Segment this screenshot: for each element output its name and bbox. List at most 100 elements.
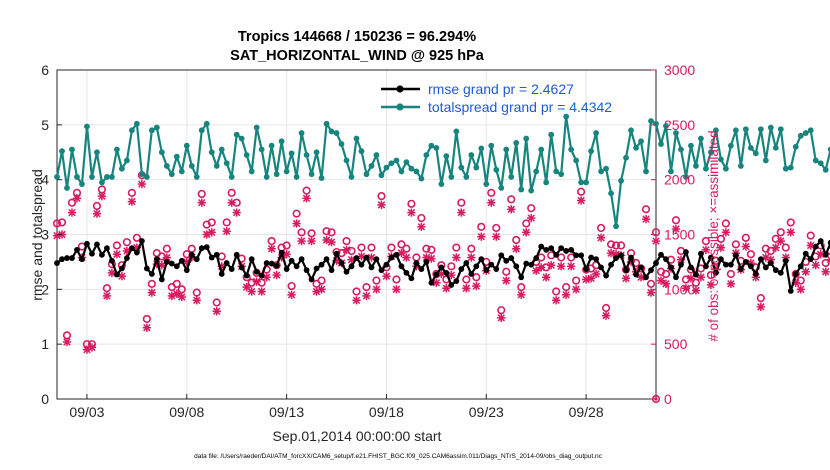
rmse-series: [54, 238, 830, 294]
totalspread-point: [423, 152, 430, 158]
totalspread-point: [153, 124, 160, 131]
totalspread-point: [513, 140, 520, 146]
rmse-point: [133, 249, 140, 256]
obs-assimilated-point: [566, 262, 576, 271]
rmse-point: [643, 274, 649, 281]
rmse-point: [188, 251, 195, 258]
obs-possible-point: [297, 228, 306, 237]
rmse-point: [568, 246, 575, 253]
rmse-point: [403, 269, 410, 276]
totalspread-point: [688, 142, 694, 149]
obs-assimilated-point: [726, 279, 736, 289]
obs-possible-point: [67, 198, 77, 207]
obs-assimilated-point: [372, 285, 381, 294]
obs-possible-point: [62, 331, 72, 340]
totalspread-point: [263, 174, 270, 180]
obs-possible-point: [92, 201, 102, 211]
rmse-point: [658, 251, 664, 258]
obs-assimilated-point: [586, 274, 596, 283]
obs-assimilated-point: [292, 219, 301, 228]
y-right-tick-label: 3000: [664, 62, 695, 78]
obs-assimilated-point: [556, 262, 566, 271]
totalspread-point: [408, 165, 415, 172]
rmse-point: [663, 256, 669, 263]
obs-possible-point: [716, 234, 725, 243]
rmse-point: [173, 263, 180, 270]
obs-possible-point: [322, 227, 331, 236]
totalspread-point: [283, 168, 290, 175]
obs-possible-point: [227, 188, 236, 197]
obs-possible-point: [502, 267, 511, 276]
rmse-point: [109, 257, 115, 264]
obs-assimilated-point: [621, 274, 631, 283]
totalspread-point: [553, 168, 560, 175]
rmse-point: [383, 261, 390, 268]
totalspread-point: [403, 159, 410, 166]
rmse-point: [114, 271, 120, 278]
obs-possible-point: [497, 306, 506, 315]
rmse-point: [673, 274, 679, 281]
obs-assimilated-point: [137, 179, 147, 189]
obs-possible-point: [387, 243, 396, 252]
obs-assimilated-point: [212, 307, 221, 316]
obs-possible-point: [671, 216, 681, 225]
rmse-point: [323, 256, 330, 263]
obs-assimilated-point: [522, 228, 531, 237]
totalspread-point: [543, 179, 550, 186]
obs-assimilated-point: [641, 214, 651, 224]
rmse-point: [163, 259, 170, 265]
obs-possible-point: [392, 275, 401, 284]
obs-assimilated-point: [327, 238, 336, 247]
totalspread-point: [438, 181, 445, 187]
totalspread-point: [398, 168, 405, 175]
x-tick-label: 09/03: [69, 404, 104, 420]
totalspread-point: [573, 157, 580, 164]
legend-totalspread-marker: [396, 103, 404, 111]
rmse-point: [668, 264, 674, 271]
obs-possible-point: [342, 236, 351, 246]
totalspread-point: [353, 135, 360, 142]
totalspread-point: [772, 144, 779, 151]
obs-assimilated-point: [477, 232, 486, 241]
rmse-point: [84, 240, 90, 247]
totalspread-point: [428, 142, 435, 149]
obs-assimilated-point: [102, 291, 112, 301]
rmse-point: [777, 269, 784, 276]
totalspread-point: [568, 146, 575, 153]
obs-assimilated-point: [197, 198, 206, 207]
obs-possible-point: [726, 269, 735, 279]
totalspread-point: [138, 171, 145, 178]
obs-assimilated-point: [591, 269, 601, 279]
obs-assimilated-point: [552, 296, 561, 305]
totalspread-point: [693, 163, 699, 169]
rmse-point: [603, 272, 609, 279]
y-tick-label: 3: [41, 227, 49, 243]
rmse-point: [533, 255, 540, 261]
totalspread-point: [478, 145, 485, 152]
obs-possible-point: [552, 287, 561, 296]
obs-assimilated-point: [826, 255, 830, 264]
y-right-tick-label: 1000: [664, 281, 695, 297]
totalspread-point: [173, 153, 180, 160]
rmse-point: [343, 268, 350, 275]
obs-possible-point: [721, 219, 730, 228]
totalspread-point: [74, 174, 80, 180]
totalspread-point: [253, 124, 260, 131]
rmse-point: [128, 245, 135, 252]
rmse-point: [303, 267, 310, 274]
obs-assimilated-point: [377, 200, 386, 210]
obs-possible-point: [616, 241, 626, 250]
totalspread-point: [777, 126, 784, 133]
rmse-point: [688, 264, 694, 271]
rmse-point: [653, 260, 659, 266]
x-axis-tick-labels: 09/03 09/08 09/13 09/18 09/23 09/28: [69, 394, 604, 420]
totalspread-point: [498, 184, 505, 191]
obs-assimilated-point: [561, 290, 571, 299]
obs-assimilated-point: [492, 232, 501, 241]
rmse-point: [757, 256, 764, 263]
totalspread-point: [298, 130, 305, 136]
obs-possible-point: [282, 241, 291, 250]
rmse-point: [428, 279, 435, 286]
rmse-point: [827, 239, 830, 246]
